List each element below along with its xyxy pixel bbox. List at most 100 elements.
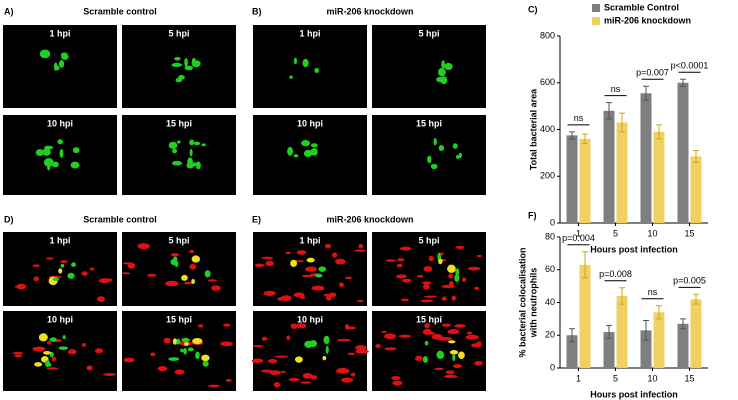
panel-label: B) <box>252 6 262 16</box>
panel-label: F) <box>528 210 537 220</box>
bacteria <box>433 138 437 146</box>
image-label: 10 hpi <box>47 314 73 324</box>
bacteria <box>430 163 438 170</box>
y-tick-label: 800 <box>540 30 555 40</box>
bacteria <box>193 141 201 146</box>
x-tick-label: 10 <box>647 228 657 238</box>
bacteria <box>67 272 75 279</box>
bacteria <box>53 62 58 71</box>
neutrophil <box>442 323 451 327</box>
bar <box>640 93 652 223</box>
bacteria <box>455 268 460 276</box>
neutrophil <box>357 299 364 303</box>
legend-label: Scramble Control <box>604 2 679 12</box>
neutrophil <box>189 263 197 270</box>
bacteria <box>175 338 181 345</box>
image-label: 5 hpi <box>168 235 189 245</box>
neutrophil <box>384 347 397 351</box>
neutrophil <box>311 285 325 291</box>
bacteria <box>38 333 48 342</box>
neutrophil <box>146 273 157 277</box>
bacteria <box>301 139 311 147</box>
error-bar <box>693 150 699 163</box>
error-bar <box>619 112 625 133</box>
bacteria <box>422 356 428 363</box>
y-tick-label: 80 <box>545 231 555 241</box>
y-tick-label: 40 <box>545 297 555 307</box>
neutrophil <box>301 274 313 278</box>
bacteria <box>183 347 187 355</box>
neutrophil <box>337 338 351 342</box>
neutrophil <box>51 356 57 362</box>
neutrophil <box>399 246 412 251</box>
bacteria <box>323 335 330 345</box>
bacteria <box>202 360 209 367</box>
bacteria <box>39 49 51 59</box>
bacteria <box>70 161 80 169</box>
neutrophil <box>294 260 305 263</box>
neutrophil <box>396 274 407 279</box>
panel-label: C) <box>528 4 538 14</box>
error-bar <box>569 131 575 140</box>
neutrophil <box>46 367 59 370</box>
neutrophil <box>341 377 354 383</box>
panel-title: Scramble control <box>83 6 157 16</box>
bacteria <box>309 340 318 348</box>
bacteria <box>176 140 181 144</box>
bacteria <box>187 347 194 352</box>
neutrophil <box>466 331 472 335</box>
neutrophil <box>273 381 281 388</box>
neutrophil <box>157 366 168 372</box>
image-label: 15 hpi <box>166 314 192 324</box>
neutrophil <box>302 372 313 379</box>
neutrophil <box>251 358 264 364</box>
bacteria <box>325 345 329 355</box>
bacteria <box>427 155 432 164</box>
neutrophil <box>467 266 481 271</box>
x-tick-label: 1 <box>576 228 581 238</box>
neutrophil <box>60 260 68 264</box>
micrograph <box>122 311 236 391</box>
neutrophil <box>290 323 298 329</box>
bacteria <box>189 139 195 146</box>
neutrophil <box>305 266 318 272</box>
error-bar <box>619 287 625 305</box>
bacteria <box>181 274 188 281</box>
neutrophil <box>89 267 95 271</box>
bacteria <box>72 147 80 154</box>
y-axis-label: with neutrophils <box>528 268 538 339</box>
neutrophil <box>32 346 46 352</box>
neutrophil <box>445 370 455 375</box>
neutrophil <box>358 244 364 249</box>
neutrophil <box>396 263 403 268</box>
y-tick-label: 200 <box>540 171 555 181</box>
error-bar <box>656 124 662 140</box>
micrograph <box>372 25 486 108</box>
bacteria <box>180 348 184 353</box>
neutrophil <box>401 278 412 283</box>
neutrophil <box>384 333 396 340</box>
y-tick-label: 20 <box>545 330 555 340</box>
significance-label: p=0.008 <box>599 269 632 279</box>
neutrophil <box>476 341 482 345</box>
bar <box>640 330 652 368</box>
bacteria <box>322 355 327 361</box>
neutrophil <box>476 254 482 257</box>
bacteria <box>184 58 188 67</box>
image-label: 1 hpi <box>299 28 320 38</box>
bacteria <box>310 143 318 148</box>
bacteria <box>58 268 63 274</box>
significance-label: p=0.007 <box>636 68 669 78</box>
legend-label: miR-206 knockdown <box>604 15 691 25</box>
neutrophil <box>67 349 77 355</box>
error-bar <box>606 324 612 340</box>
neutrophil <box>454 324 466 328</box>
image-label: 15 hpi <box>416 118 442 128</box>
significance-label: ns <box>574 113 584 123</box>
neutrophil <box>310 375 318 380</box>
neutrophil <box>81 342 86 347</box>
neutrophil <box>461 277 467 282</box>
bar <box>690 156 702 223</box>
bacteria <box>293 57 298 65</box>
bar <box>566 335 578 368</box>
